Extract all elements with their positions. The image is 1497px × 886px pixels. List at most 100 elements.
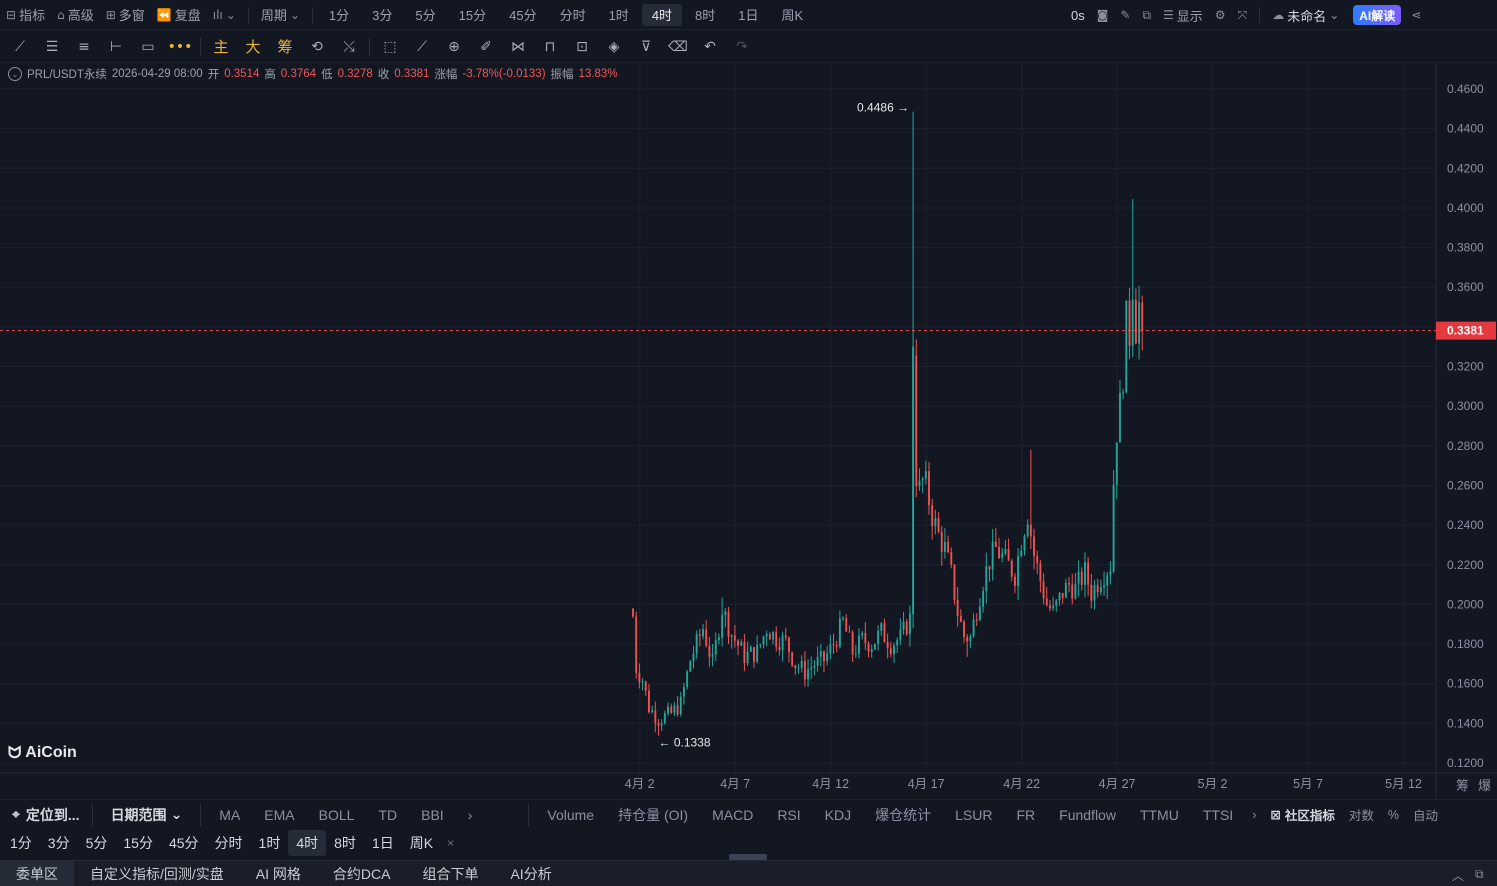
indicator-boll[interactable]: BOLL	[318, 806, 355, 823]
community-indicators-button[interactable]: ⊠ 社区指标	[1263, 805, 1342, 824]
horizontal-ray-icon[interactable]: ⊢	[109, 38, 123, 55]
cycle-icon[interactable]: ⟲	[311, 38, 323, 55]
quick-period-45分[interactable]: 45分	[168, 835, 199, 851]
quick-period-分时[interactable]: 分时	[214, 835, 243, 851]
period-tab-3分[interactable]: 3分	[372, 8, 393, 23]
filter-icon[interactable]: ⊽	[640, 38, 652, 55]
period-menu[interactable]: 周期 ⌄	[255, 4, 306, 26]
camera-icon[interactable]: ◙	[1096, 8, 1109, 22]
edit-icon[interactable]: ✎	[1120, 8, 1131, 22]
expand-icon[interactable]: ⤧	[1237, 7, 1248, 22]
period-tab-8时[interactable]: 8时	[695, 8, 716, 23]
big-tool[interactable]: 大	[245, 39, 261, 56]
quick-period-5分[interactable]: 5分	[85, 835, 108, 851]
more-dots-icon[interactable]: •••	[167, 38, 193, 55]
period-tab-周K[interactable]: 周K	[781, 8, 804, 23]
fullscreen-icon[interactable]: ⧉	[1142, 7, 1152, 22]
bottom-tab-0[interactable]: 委单区	[0, 860, 74, 886]
scale-option-2[interactable]: 自动	[1413, 809, 1439, 823]
collapse-icon[interactable]: ⌄	[8, 67, 22, 81]
quick-period-15分[interactable]: 15分	[123, 835, 153, 851]
top-item-1[interactable]: ⌂ 高级	[51, 4, 100, 26]
sub-indicator-8[interactable]: Fundflow	[1059, 806, 1116, 823]
scale-option-1[interactable]: %	[1387, 807, 1399, 822]
layout-name-button[interactable]: ☁ 未命名 ⌄	[1266, 4, 1345, 26]
indicator-td[interactable]: TD	[378, 806, 398, 823]
period-tab-4时[interactable]: 4时	[641, 3, 683, 26]
period-tab-分时[interactable]: 分时	[559, 8, 586, 23]
quick-period-1日[interactable]: 1日	[371, 835, 394, 851]
indicator-ma[interactable]: MA	[219, 806, 241, 823]
settings-icon[interactable]: ⚙	[1214, 8, 1226, 22]
quick-period-8时[interactable]: 8时	[334, 835, 356, 851]
top-item-2[interactable]: ⊞ 多窗	[100, 4, 151, 26]
date-range-button[interactable]: 日期范围 ⌄	[93, 805, 195, 825]
bottom-tab-2[interactable]: AI 网格	[255, 865, 301, 882]
candle-body	[676, 705, 679, 715]
eye-icon[interactable]: ⊡	[576, 38, 588, 55]
redo-icon[interactable]: ↷	[736, 38, 748, 55]
top-item-3[interactable]: ⏪ 复盘	[151, 4, 207, 26]
trash-icon[interactable]: ⌫	[668, 38, 688, 55]
measure-icon[interactable]: ⋈	[511, 38, 525, 55]
candle-body	[686, 671, 689, 688]
sub-indicator-6[interactable]: LSUR	[955, 806, 993, 823]
panel-resize-handle[interactable]	[729, 854, 767, 860]
quick-period-1时[interactable]: 1时	[258, 835, 281, 851]
sub-indicator-7[interactable]: FR	[1016, 806, 1036, 823]
chevron-right-icon[interactable]: ›	[1252, 807, 1257, 822]
chip-tool[interactable]: 筹	[277, 39, 293, 56]
quick-period-4时[interactable]: 4时	[288, 830, 327, 856]
sub-indicator-9[interactable]: TTMU	[1139, 806, 1179, 823]
sub-indicator-2[interactable]: MACD	[712, 806, 754, 823]
ai-interpret-button[interactable]: AI解读	[1353, 5, 1402, 25]
ruler-icon[interactable]: ⟋	[417, 38, 427, 55]
bottom-tab-1[interactable]: 自定义指标/回测/实盘	[90, 865, 224, 882]
quick-period-1分[interactable]: 1分	[10, 835, 32, 851]
rectangle-icon[interactable]: ▭	[141, 38, 155, 55]
sub-indicator-3[interactable]: RSI	[777, 806, 801, 823]
chevron-right-icon[interactable]: ›	[467, 806, 473, 823]
indicator-ema[interactable]: EMA	[264, 806, 295, 823]
horizontal-lines-icon[interactable]: ≡	[78, 38, 90, 55]
period-tab-1分[interactable]: 1分	[328, 8, 350, 23]
select-tool-icon[interactable]: ⬚	[383, 38, 397, 55]
sub-indicator-1[interactable]: 持仓量 (OI)	[618, 806, 689, 823]
display-button[interactable]: ☰ 显示	[1157, 4, 1209, 26]
top-item-0[interactable]: ⊟ 指标	[0, 4, 51, 26]
quick-period-3分[interactable]: 3分	[47, 835, 70, 851]
undo-icon[interactable]: ↶	[704, 38, 716, 55]
bottom-tab-4[interactable]: 组合下单	[422, 865, 479, 882]
quick-period-周K[interactable]: 周K	[409, 835, 434, 851]
sub-indicator-10[interactable]: TTSI	[1202, 806, 1234, 823]
period-tab-5分[interactable]: 5分	[415, 8, 436, 23]
brush-icon[interactable]: ✐	[480, 38, 492, 55]
candlestick-chart[interactable]: 0.46000.44000.42000.40000.38000.36000.34…	[0, 64, 1497, 799]
chevron-up-icon[interactable]: ︿	[1452, 869, 1465, 883]
popout-icon[interactable]: ⧉	[1475, 867, 1484, 881]
period-tab-45分[interactable]: 45分	[509, 8, 537, 23]
period-tab-15分[interactable]: 15分	[458, 8, 487, 23]
main-chart-tool[interactable]: 主	[213, 39, 229, 56]
sub-indicator-0[interactable]: Volume	[547, 806, 595, 823]
sub-indicator-5[interactable]: 爆仓统计	[875, 806, 932, 823]
magnet-icon[interactable]: ⊕	[448, 38, 460, 55]
scale-option-0[interactable]: 对数	[1348, 809, 1374, 823]
chart-type-selector[interactable]: ılı ⌄	[207, 4, 242, 26]
period-tab-1时[interactable]: 1时	[608, 8, 629, 23]
candle-body	[1026, 524, 1029, 537]
locate-button[interactable]: ⌖ 定位到...	[0, 805, 92, 825]
parallel-lines-icon[interactable]: ☰	[45, 38, 59, 55]
sub-indicator-4[interactable]: KDJ	[824, 806, 852, 823]
lock-icon[interactable]: ⊓	[544, 38, 556, 55]
line-tool-icon[interactable]: ⟋	[15, 38, 25, 55]
period-tab-1日[interactable]: 1日	[738, 8, 759, 23]
bottom-tab-5[interactable]: AI分析	[510, 865, 552, 882]
indicator-bbi[interactable]: BBI	[421, 806, 444, 823]
share-icon[interactable]: ⋖	[1411, 8, 1422, 22]
bottom-tab-3[interactable]: 合约DCA	[332, 865, 391, 882]
candle-body	[772, 632, 775, 640]
close-icon[interactable]: ×	[447, 836, 455, 850]
layers-icon[interactable]: ◈	[608, 38, 620, 55]
trend-analysis-icon[interactable]: ⤯	[343, 38, 355, 55]
